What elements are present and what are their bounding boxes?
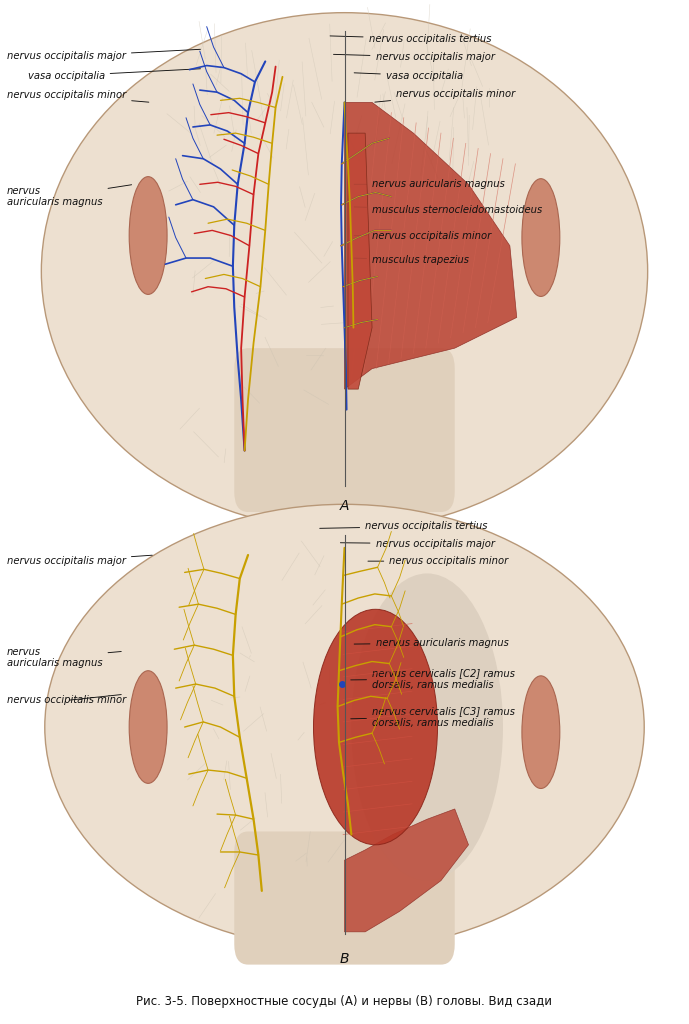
Ellipse shape — [130, 671, 167, 783]
Text: nervus
auricularis magnus: nervus auricularis magnus — [7, 184, 132, 208]
Text: nervus
auricularis magnus: nervus auricularis magnus — [7, 646, 121, 669]
Text: nervus occipitalis minor: nervus occipitalis minor — [354, 230, 491, 241]
Text: А: А — [340, 499, 349, 513]
Ellipse shape — [41, 12, 648, 530]
FancyBboxPatch shape — [234, 348, 455, 512]
Ellipse shape — [313, 609, 438, 845]
Ellipse shape — [45, 505, 644, 950]
Text: musculus sternocleidomastoideus: musculus sternocleidomastoideus — [354, 205, 542, 215]
Ellipse shape — [522, 178, 559, 297]
Ellipse shape — [130, 176, 167, 295]
Text: nervus occipitalis minor: nervus occipitalis minor — [7, 694, 126, 706]
Polygon shape — [344, 809, 469, 932]
Text: vasa occipitalia: vasa occipitalia — [28, 69, 200, 81]
Text: nervus occipitalis major: nervus occipitalis major — [7, 49, 200, 61]
Text: vasa occipitalia: vasa occipitalia — [354, 71, 463, 81]
Text: nervus cervicalis [C3] ramus
dorsalis, ramus medialis: nervus cervicalis [C3] ramus dorsalis, r… — [351, 706, 515, 728]
Text: nervus occipitalis minor: nervus occipitalis minor — [375, 89, 515, 102]
Text: Рис. 3-5. Поверхностные сосуды (А) и нервы (В) головы. Вид сзади: Рис. 3-5. Поверхностные сосуды (А) и нер… — [136, 995, 553, 1008]
Text: nervus occipitalis major: nervus occipitalis major — [340, 539, 495, 549]
Text: nervus occipitalis minor: nervus occipitalis minor — [368, 556, 508, 566]
Ellipse shape — [522, 676, 559, 788]
Text: nervus occipitalis major: nervus occipitalis major — [7, 555, 152, 566]
Text: nervus auricularis magnus: nervus auricularis magnus — [354, 638, 508, 648]
Text: nervus cervicalis [C2] ramus
dorsalis, ramus medialis: nervus cervicalis [C2] ramus dorsalis, r… — [351, 668, 515, 690]
Text: nervus occipitalis major: nervus occipitalis major — [333, 52, 495, 62]
Text: musculus trapezius: musculus trapezius — [354, 255, 469, 265]
FancyBboxPatch shape — [234, 831, 455, 965]
Text: nervus occipitalis minor: nervus occipitalis minor — [7, 90, 149, 102]
Text: nervus occipitalis tertius: nervus occipitalis tertius — [330, 34, 491, 44]
Polygon shape — [344, 102, 517, 389]
Text: В: В — [340, 952, 349, 967]
Text: nervus auricularis magnus: nervus auricularis magnus — [354, 179, 505, 189]
Text: nervus occipitalis tertius: nervus occipitalis tertius — [320, 521, 488, 531]
Ellipse shape — [351, 573, 503, 881]
Polygon shape — [348, 133, 372, 389]
